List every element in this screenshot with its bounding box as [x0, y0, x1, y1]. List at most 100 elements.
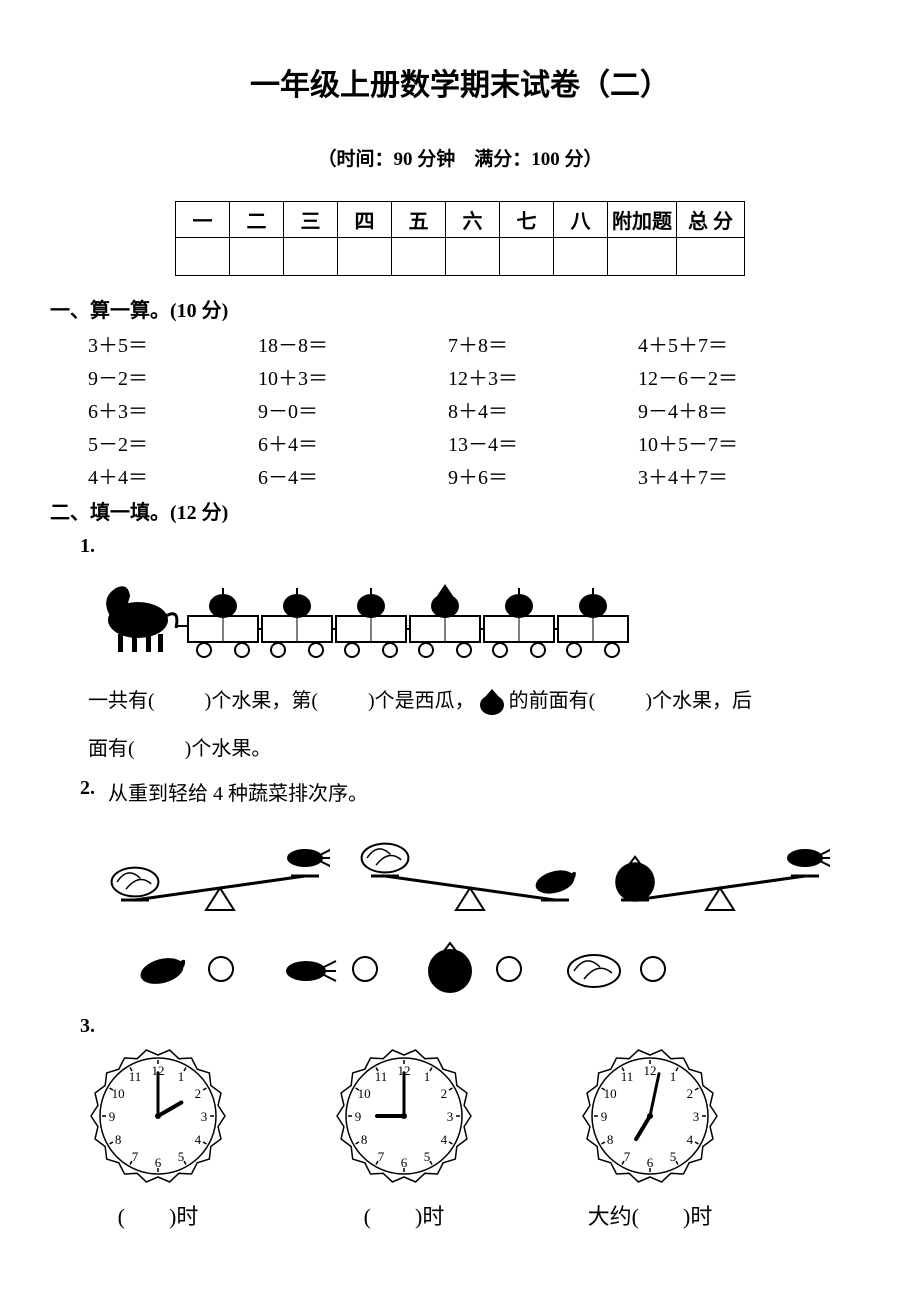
calc-cell: 5－2＝ — [88, 428, 258, 457]
clocks-row: 123456789101112( )时123456789101112( )时12… — [90, 1048, 870, 1231]
calc-cell: 3＋4＋7＝ — [638, 461, 838, 490]
clock-column: 123456789101112大约( )时 — [582, 1048, 718, 1231]
calc-row: 3＋5＝18－8＝7＋8＝4＋5＋7＝ — [88, 329, 870, 358]
score-header-cell: 一 — [176, 202, 230, 238]
svg-text:9: 9 — [109, 1109, 116, 1124]
answer-item — [130, 941, 234, 997]
q1-line1: 一共有( )个水果，第( )个是西瓜， 的前面有( )个水果，后 — [88, 681, 870, 721]
calc-row: 5－2＝6＋4＝13－4＝10＋5－7＝ — [88, 428, 870, 457]
answer-circle[interactable] — [352, 956, 378, 982]
svg-text:7: 7 — [624, 1149, 631, 1164]
clock-label: ( )时 — [90, 1199, 226, 1231]
svg-text:11: 11 — [129, 1069, 142, 1084]
svg-text:6: 6 — [155, 1155, 162, 1170]
calc-row: 9－2＝10＋3＝12＋3＝12－6－2＝ — [88, 362, 870, 391]
q1-text2-a: 面有( — [88, 738, 135, 760]
answer-item — [274, 941, 378, 997]
score-header-cell: 三 — [284, 202, 338, 238]
calc-row: 6＋3＝9－0＝8＋4＝9－4＋8＝ — [88, 395, 870, 424]
calc-cell: 6＋3＝ — [88, 395, 258, 424]
answer-circle[interactable] — [208, 956, 234, 982]
score-blank-cell — [338, 238, 392, 276]
balance-scale — [110, 816, 330, 921]
svg-text:11: 11 — [621, 1069, 634, 1084]
svg-text:6: 6 — [647, 1155, 654, 1170]
score-header-row: 一二三四五六七八附加题总 分 — [176, 202, 745, 238]
clock-label: ( )时 — [336, 1199, 472, 1231]
calc-cell: 4＋5＋7＝ — [638, 329, 838, 358]
svg-text:1: 1 — [424, 1069, 431, 1084]
svg-text:12: 12 — [644, 1063, 657, 1078]
balance-scale — [360, 816, 580, 921]
answer-circle[interactable] — [640, 956, 666, 982]
svg-text:3: 3 — [447, 1109, 454, 1124]
svg-text:4: 4 — [687, 1132, 694, 1147]
section1-heading: 一、算一算。(10 分) — [50, 294, 870, 323]
svg-text:9: 9 — [601, 1109, 608, 1124]
score-blank-cell — [176, 238, 230, 276]
calc-cell: 3＋5＝ — [88, 329, 258, 358]
calc-cell: 8＋4＝ — [448, 395, 638, 424]
q2-text: 从重到轻给 4 种蔬菜排次序。 — [108, 783, 368, 805]
q1-text-e: )个水果，后 — [645, 690, 752, 712]
score-blank-cell — [230, 238, 284, 276]
svg-text:5: 5 — [424, 1149, 431, 1164]
calc-cell: 9＋6＝ — [448, 461, 638, 490]
q1-line2: 面有( )个水果。 — [88, 729, 870, 769]
score-blank-cell — [392, 238, 446, 276]
svg-text:8: 8 — [361, 1132, 368, 1147]
section2-heading: 二、填一填。(12 分) — [50, 496, 870, 525]
q1-text-b: )个水果，第( — [205, 690, 318, 712]
svg-text:4: 4 — [441, 1132, 448, 1147]
calc-cell: 10＋3＝ — [258, 362, 448, 391]
answer-circle[interactable] — [496, 956, 522, 982]
svg-text:1: 1 — [670, 1069, 677, 1084]
svg-text:10: 10 — [604, 1086, 617, 1101]
page-subtitle: （时间：90 分钟 满分：100 分） — [50, 144, 870, 171]
svg-text:7: 7 — [378, 1149, 385, 1164]
svg-text:5: 5 — [670, 1149, 677, 1164]
answer-row — [130, 941, 870, 997]
q2-number: 2. — [80, 777, 108, 800]
q1-text-a: 一共有( — [88, 690, 155, 712]
calc-cell: 9－0＝ — [258, 395, 448, 424]
clock-column: 123456789101112( )时 — [336, 1048, 472, 1231]
calc-cell: 12－6－2＝ — [638, 362, 838, 391]
calc-cell: 4＋4＝ — [88, 461, 258, 490]
svg-text:1: 1 — [178, 1069, 185, 1084]
svg-text:6: 6 — [401, 1155, 408, 1170]
svg-text:9: 9 — [355, 1109, 362, 1124]
strawberry-icon — [475, 685, 509, 715]
answer-item — [562, 941, 666, 997]
svg-text:2: 2 — [195, 1086, 202, 1101]
calc-cell: 6＋4＝ — [258, 428, 448, 457]
q1-text-c: )个是西瓜， — [368, 690, 475, 712]
score-blank-cell — [446, 238, 500, 276]
svg-text:2: 2 — [441, 1086, 448, 1101]
svg-text:2: 2 — [687, 1086, 694, 1101]
question-1: 1. — [50, 535, 870, 558]
scales-illustration — [110, 816, 870, 921]
calc-row: 4＋4＝6－4＝9＋6＝3＋4＋7＝ — [88, 461, 870, 490]
svg-text:7: 7 — [132, 1149, 139, 1164]
calc-cell: 6－4＝ — [258, 461, 448, 490]
calc-cell: 12＋3＝ — [448, 362, 638, 391]
svg-text:3: 3 — [693, 1109, 700, 1124]
q1-text-d: 的前面有( — [509, 690, 596, 712]
svg-text:11: 11 — [375, 1069, 388, 1084]
calc-grid: 3＋5＝18－8＝7＋8＝4＋5＋7＝ 9－2＝10＋3＝12＋3＝12－6－2＝… — [50, 329, 870, 490]
score-header-cell: 五 — [392, 202, 446, 238]
score-blank-row — [176, 238, 745, 276]
clock-column: 123456789101112( )时 — [90, 1048, 226, 1231]
svg-text:3: 3 — [201, 1109, 208, 1124]
score-header-cell: 四 — [338, 202, 392, 238]
score-header-cell: 六 — [446, 202, 500, 238]
svg-text:5: 5 — [178, 1149, 185, 1164]
score-header-cell: 附加题 — [608, 202, 677, 238]
score-blank-cell — [677, 238, 745, 276]
q1-text2-b: )个水果。 — [185, 738, 272, 760]
score-header-cell: 总 分 — [677, 202, 745, 238]
calc-cell: 9－2＝ — [88, 362, 258, 391]
calc-cell: 13－4＝ — [448, 428, 638, 457]
score-blank-cell — [554, 238, 608, 276]
